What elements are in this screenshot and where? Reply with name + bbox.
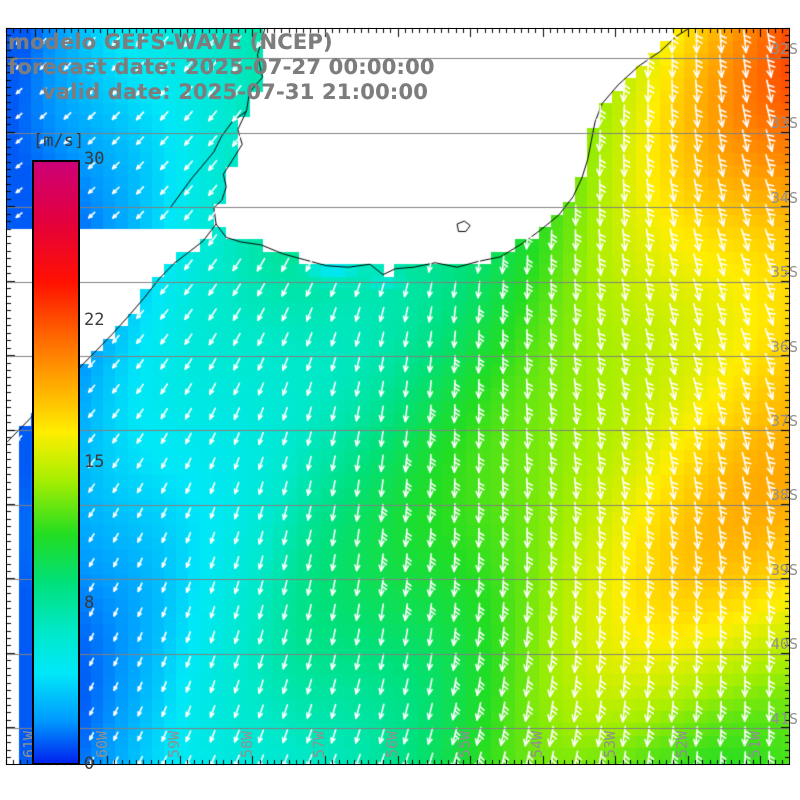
colorbar-tick-0: 0 <box>84 754 95 774</box>
lon-label-52W: 52W <box>673 730 692 758</box>
colorbar-tick-22: 22 <box>84 310 105 331</box>
lat-label-35S: 35S <box>770 263 798 282</box>
lat-label-40S: 40S <box>770 635 798 654</box>
lon-label-57W: 57W <box>310 730 329 758</box>
lat-label-38S: 38S <box>770 486 798 505</box>
map-frame <box>6 28 790 765</box>
lon-label-51W: 51W <box>745 730 764 758</box>
lon-label-56W: 56W <box>383 730 401 758</box>
lat-label-41S: 41S <box>770 709 798 728</box>
lat-label-32S: 32S <box>770 39 798 58</box>
lon-label-59W: 59W <box>165 730 184 758</box>
lon-label-55W: 55W <box>455 730 474 758</box>
lat-label-33S: 33S <box>770 114 798 133</box>
colorbar <box>32 160 80 765</box>
lon-label-53W: 53W <box>600 730 619 758</box>
lat-label-36S: 36S <box>770 337 798 356</box>
lat-label-37S: 37S <box>770 412 798 430</box>
lat-label-34S: 34S <box>770 188 798 207</box>
lon-label-54W: 54W <box>528 730 547 758</box>
map-canvas-clip <box>7 29 789 764</box>
lon-label-58W: 58W <box>237 730 256 758</box>
colorbar-tick-15: 15 <box>84 451 105 472</box>
colorbar-tick-30: 30 <box>84 149 105 169</box>
lon-label-60W: 60W <box>92 730 111 758</box>
colorbar-unit-label: [m/s] <box>33 131 85 151</box>
lat-label-39S: 39S <box>770 560 798 579</box>
graticule-grid <box>7 29 789 764</box>
colorbar-tick-8: 8 <box>84 592 95 613</box>
